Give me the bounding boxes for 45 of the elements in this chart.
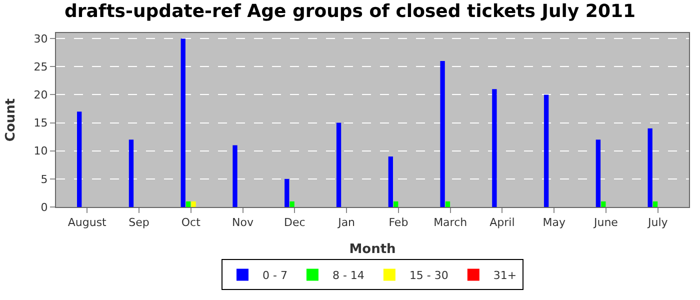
x-tick-label: May <box>542 216 566 230</box>
x-tick-label: June <box>592 216 618 230</box>
bar <box>284 178 290 207</box>
bar <box>186 201 191 207</box>
x-tick-label: Oct <box>181 216 202 230</box>
bar <box>648 128 652 207</box>
x-axis-title: Month <box>349 242 396 257</box>
bar <box>180 38 186 207</box>
y-tick-label: 20 <box>34 88 48 102</box>
x-tick-label: Feb <box>388 216 408 230</box>
bar <box>232 145 238 207</box>
y-axis-title: Count <box>4 98 19 142</box>
y-tick-label: 10 <box>34 144 48 158</box>
bar <box>191 201 196 207</box>
x-tick-label: Nov <box>232 216 254 230</box>
bar <box>601 201 606 207</box>
x-tick-label: Dec <box>284 216 306 230</box>
x-tick-label: Sep <box>128 216 150 230</box>
bar <box>394 201 398 207</box>
y-tick-label: 0 <box>40 200 48 214</box>
legend-label: 8 - 14 <box>332 268 364 282</box>
x-tick-label: Jan <box>337 216 356 230</box>
bar <box>440 61 445 207</box>
y-tick-label: 25 <box>34 60 48 74</box>
legend-label: 0 - 7 <box>262 268 288 282</box>
x-tick-label: August <box>68 216 108 230</box>
bar <box>596 140 601 207</box>
bar <box>336 122 342 207</box>
bar <box>388 156 393 207</box>
bar <box>445 201 450 207</box>
x-tick-label: March <box>434 216 468 230</box>
bar <box>492 89 497 207</box>
y-tick-label: 5 <box>40 172 48 186</box>
bar <box>77 112 82 207</box>
bar <box>652 201 658 207</box>
x-tick-label: July <box>646 216 668 230</box>
legend-label: 31+ <box>493 268 517 282</box>
x-tick-label: April <box>490 216 515 230</box>
y-tick-label: 30 <box>34 32 48 46</box>
bar <box>128 140 134 207</box>
y-tick-label: 15 <box>34 116 48 130</box>
legend-label: 15 - 30 <box>409 268 448 282</box>
bar <box>544 94 549 207</box>
chart-title: drafts-update-ref Age groups of closed tickets July 2011 <box>64 1 636 22</box>
bar <box>290 201 294 207</box>
